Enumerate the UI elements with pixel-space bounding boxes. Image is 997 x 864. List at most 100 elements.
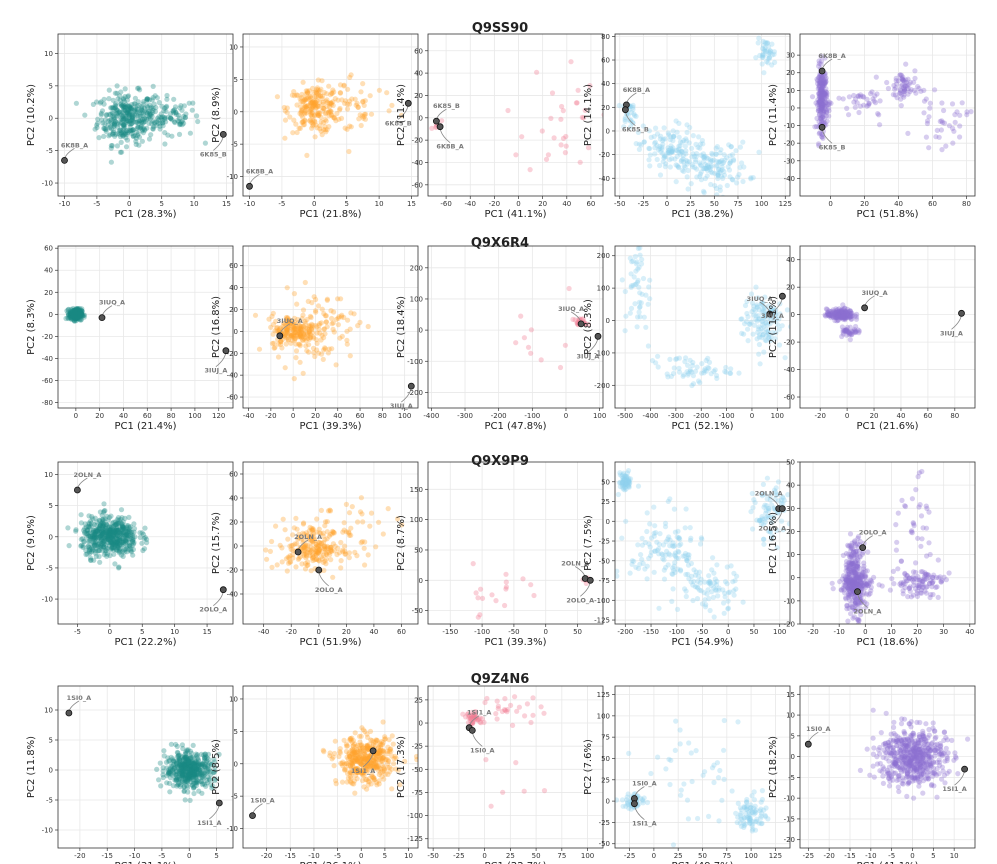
data-point <box>94 535 100 541</box>
data-point <box>819 101 825 108</box>
data-point <box>291 376 297 382</box>
data-point <box>820 81 826 88</box>
data-point <box>95 526 102 532</box>
data-point <box>285 330 291 336</box>
data-point <box>928 592 934 598</box>
data-point <box>850 561 856 567</box>
data-point <box>312 94 318 100</box>
data-point <box>314 324 320 330</box>
data-point <box>943 577 950 583</box>
data-point <box>123 538 129 544</box>
data-point <box>706 164 712 171</box>
data-point <box>106 530 112 536</box>
data-point <box>90 527 96 534</box>
data-point <box>269 564 275 570</box>
data-point <box>861 583 867 589</box>
data-point <box>821 83 827 89</box>
y-tick-label: 60 <box>229 262 238 270</box>
data-point <box>716 167 722 173</box>
data-point <box>74 311 80 317</box>
data-point <box>104 528 110 535</box>
data-point <box>638 300 644 306</box>
axes-frame <box>242 461 419 625</box>
data-point <box>290 532 296 538</box>
data-point <box>129 116 135 122</box>
data-point <box>682 359 688 365</box>
data-point <box>818 93 824 99</box>
point-cloud <box>154 741 222 804</box>
data-point <box>289 92 295 98</box>
data-point <box>626 481 632 487</box>
data-point <box>212 778 218 784</box>
data-point <box>730 152 736 158</box>
y-tick-label: 20 <box>414 92 423 100</box>
data-point <box>817 73 823 79</box>
data-point <box>864 601 870 607</box>
data-point <box>674 147 680 153</box>
data-point <box>865 583 871 589</box>
data-point <box>695 585 701 591</box>
data-point <box>322 124 328 130</box>
data-point <box>952 119 958 125</box>
y-tick-label: 0 <box>419 577 423 585</box>
data-point <box>107 124 113 130</box>
data-point <box>341 527 347 533</box>
data-point <box>288 340 294 346</box>
data-point <box>629 561 635 567</box>
y-tick-label: 100 <box>597 285 610 293</box>
highlight-label: 2OLN_A <box>561 560 589 568</box>
data-point <box>317 88 323 94</box>
data-point <box>186 100 192 106</box>
data-point <box>323 118 329 124</box>
highlight-label: 6K85_B <box>622 126 649 134</box>
data-point <box>957 134 963 140</box>
data-point <box>634 279 641 285</box>
y-tick-label: 10 <box>786 87 795 95</box>
data-point <box>724 564 730 570</box>
data-point <box>852 600 858 607</box>
data-point <box>116 529 122 535</box>
data-point <box>622 481 628 487</box>
data-point <box>662 524 669 530</box>
data-point <box>114 522 120 528</box>
data-point <box>307 524 313 531</box>
data-point <box>82 112 88 118</box>
data-point <box>83 531 89 537</box>
data-point <box>113 530 119 536</box>
data-point <box>193 762 199 768</box>
data-point <box>927 580 933 587</box>
data-point <box>821 78 827 84</box>
data-point <box>116 517 122 523</box>
data-point <box>318 320 324 326</box>
data-point <box>130 133 136 139</box>
data-point <box>843 327 850 333</box>
data-point <box>140 113 146 119</box>
data-point <box>619 535 625 541</box>
data-point <box>74 310 80 316</box>
data-point <box>750 505 756 511</box>
y-tick-label: 40 <box>601 80 610 88</box>
data-point <box>325 508 332 514</box>
data-point <box>75 312 81 318</box>
data-point <box>127 543 133 549</box>
data-point <box>840 306 847 312</box>
data-point <box>360 81 366 87</box>
data-point <box>77 311 83 318</box>
data-point <box>683 593 689 600</box>
data-point <box>355 323 361 329</box>
data-point <box>688 181 694 187</box>
data-point <box>846 571 852 577</box>
data-point <box>164 773 170 779</box>
data-point <box>91 534 97 540</box>
data-point <box>139 104 145 110</box>
data-point <box>74 310 80 316</box>
data-point <box>308 544 314 550</box>
data-point <box>144 96 151 102</box>
data-point <box>66 312 72 318</box>
data-point <box>715 593 721 599</box>
data-point <box>750 175 756 181</box>
data-point <box>189 107 195 113</box>
data-point <box>821 111 827 117</box>
y-tick-label: 40 <box>786 482 795 490</box>
data-point <box>98 532 104 539</box>
